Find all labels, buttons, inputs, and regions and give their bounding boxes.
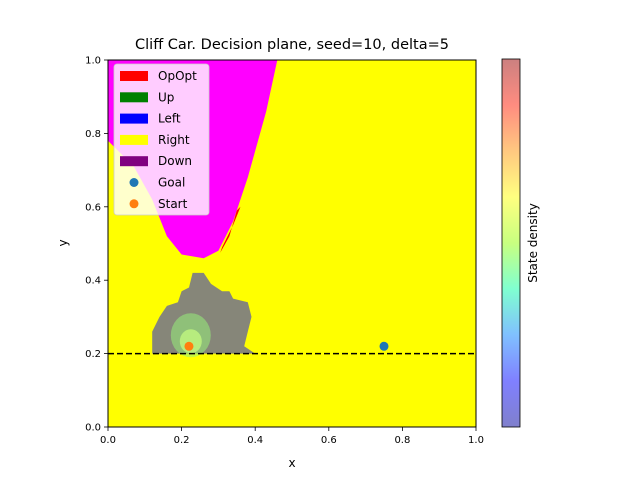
x-tick-label: 0.0 bbox=[100, 435, 116, 446]
legend-swatch-down bbox=[120, 156, 148, 167]
y-axis-label: y bbox=[56, 239, 70, 246]
y-tick-label: 0.8 bbox=[85, 129, 101, 140]
legend-label-goal: Goal bbox=[158, 176, 185, 190]
legend-marker-start bbox=[129, 199, 139, 209]
colorbar bbox=[501, 58, 521, 428]
y-tick-label: 0.4 bbox=[85, 276, 101, 287]
legend-marker-goal bbox=[129, 178, 139, 187]
legend-label-right: Right bbox=[158, 133, 190, 147]
goal-marker bbox=[379, 341, 389, 351]
legend-swatch-opopt bbox=[120, 71, 148, 81]
x-axis: 0.0 0.2 0.4 0.6 0.8 1.0 bbox=[100, 427, 484, 446]
y-tick-label: 1.0 bbox=[85, 56, 101, 67]
x-tick-label: 0.4 bbox=[247, 435, 263, 446]
legend: OpOpt Up Left Right Down Goal Start bbox=[113, 63, 210, 216]
y-tick-label: 0.6 bbox=[85, 202, 101, 213]
legend-swatch-right bbox=[120, 134, 148, 145]
x-tick-label: 0.2 bbox=[174, 435, 190, 446]
y-axis: 0.0 0.2 0.4 0.6 0.8 1.0 bbox=[85, 56, 108, 434]
legend-swatch-left bbox=[120, 113, 148, 124]
y-tick-label: 0.2 bbox=[85, 349, 101, 360]
region-opopt bbox=[220, 206, 241, 253]
colorbar-label: State density bbox=[526, 203, 540, 283]
x-tick-label: 0.8 bbox=[394, 435, 410, 446]
legend-label-start: Start bbox=[158, 197, 188, 211]
legend-label-opopt: OpOpt bbox=[158, 69, 197, 83]
start-marker bbox=[184, 341, 194, 351]
chart-title: Cliff Car. Decision plane, seed=10, delt… bbox=[135, 37, 449, 53]
x-tick-label: 0.6 bbox=[321, 435, 337, 446]
y-tick-label: 0.0 bbox=[85, 423, 101, 434]
legend-swatch-up bbox=[120, 92, 148, 103]
legend-label-up: Up bbox=[158, 90, 174, 104]
legend-label-left: Left bbox=[158, 112, 181, 126]
plot-frame bbox=[107, 59, 477, 428]
x-axis-label: x bbox=[288, 456, 295, 470]
x-tick-label: 1.0 bbox=[468, 435, 484, 446]
legend-label-down: Down bbox=[158, 154, 192, 168]
